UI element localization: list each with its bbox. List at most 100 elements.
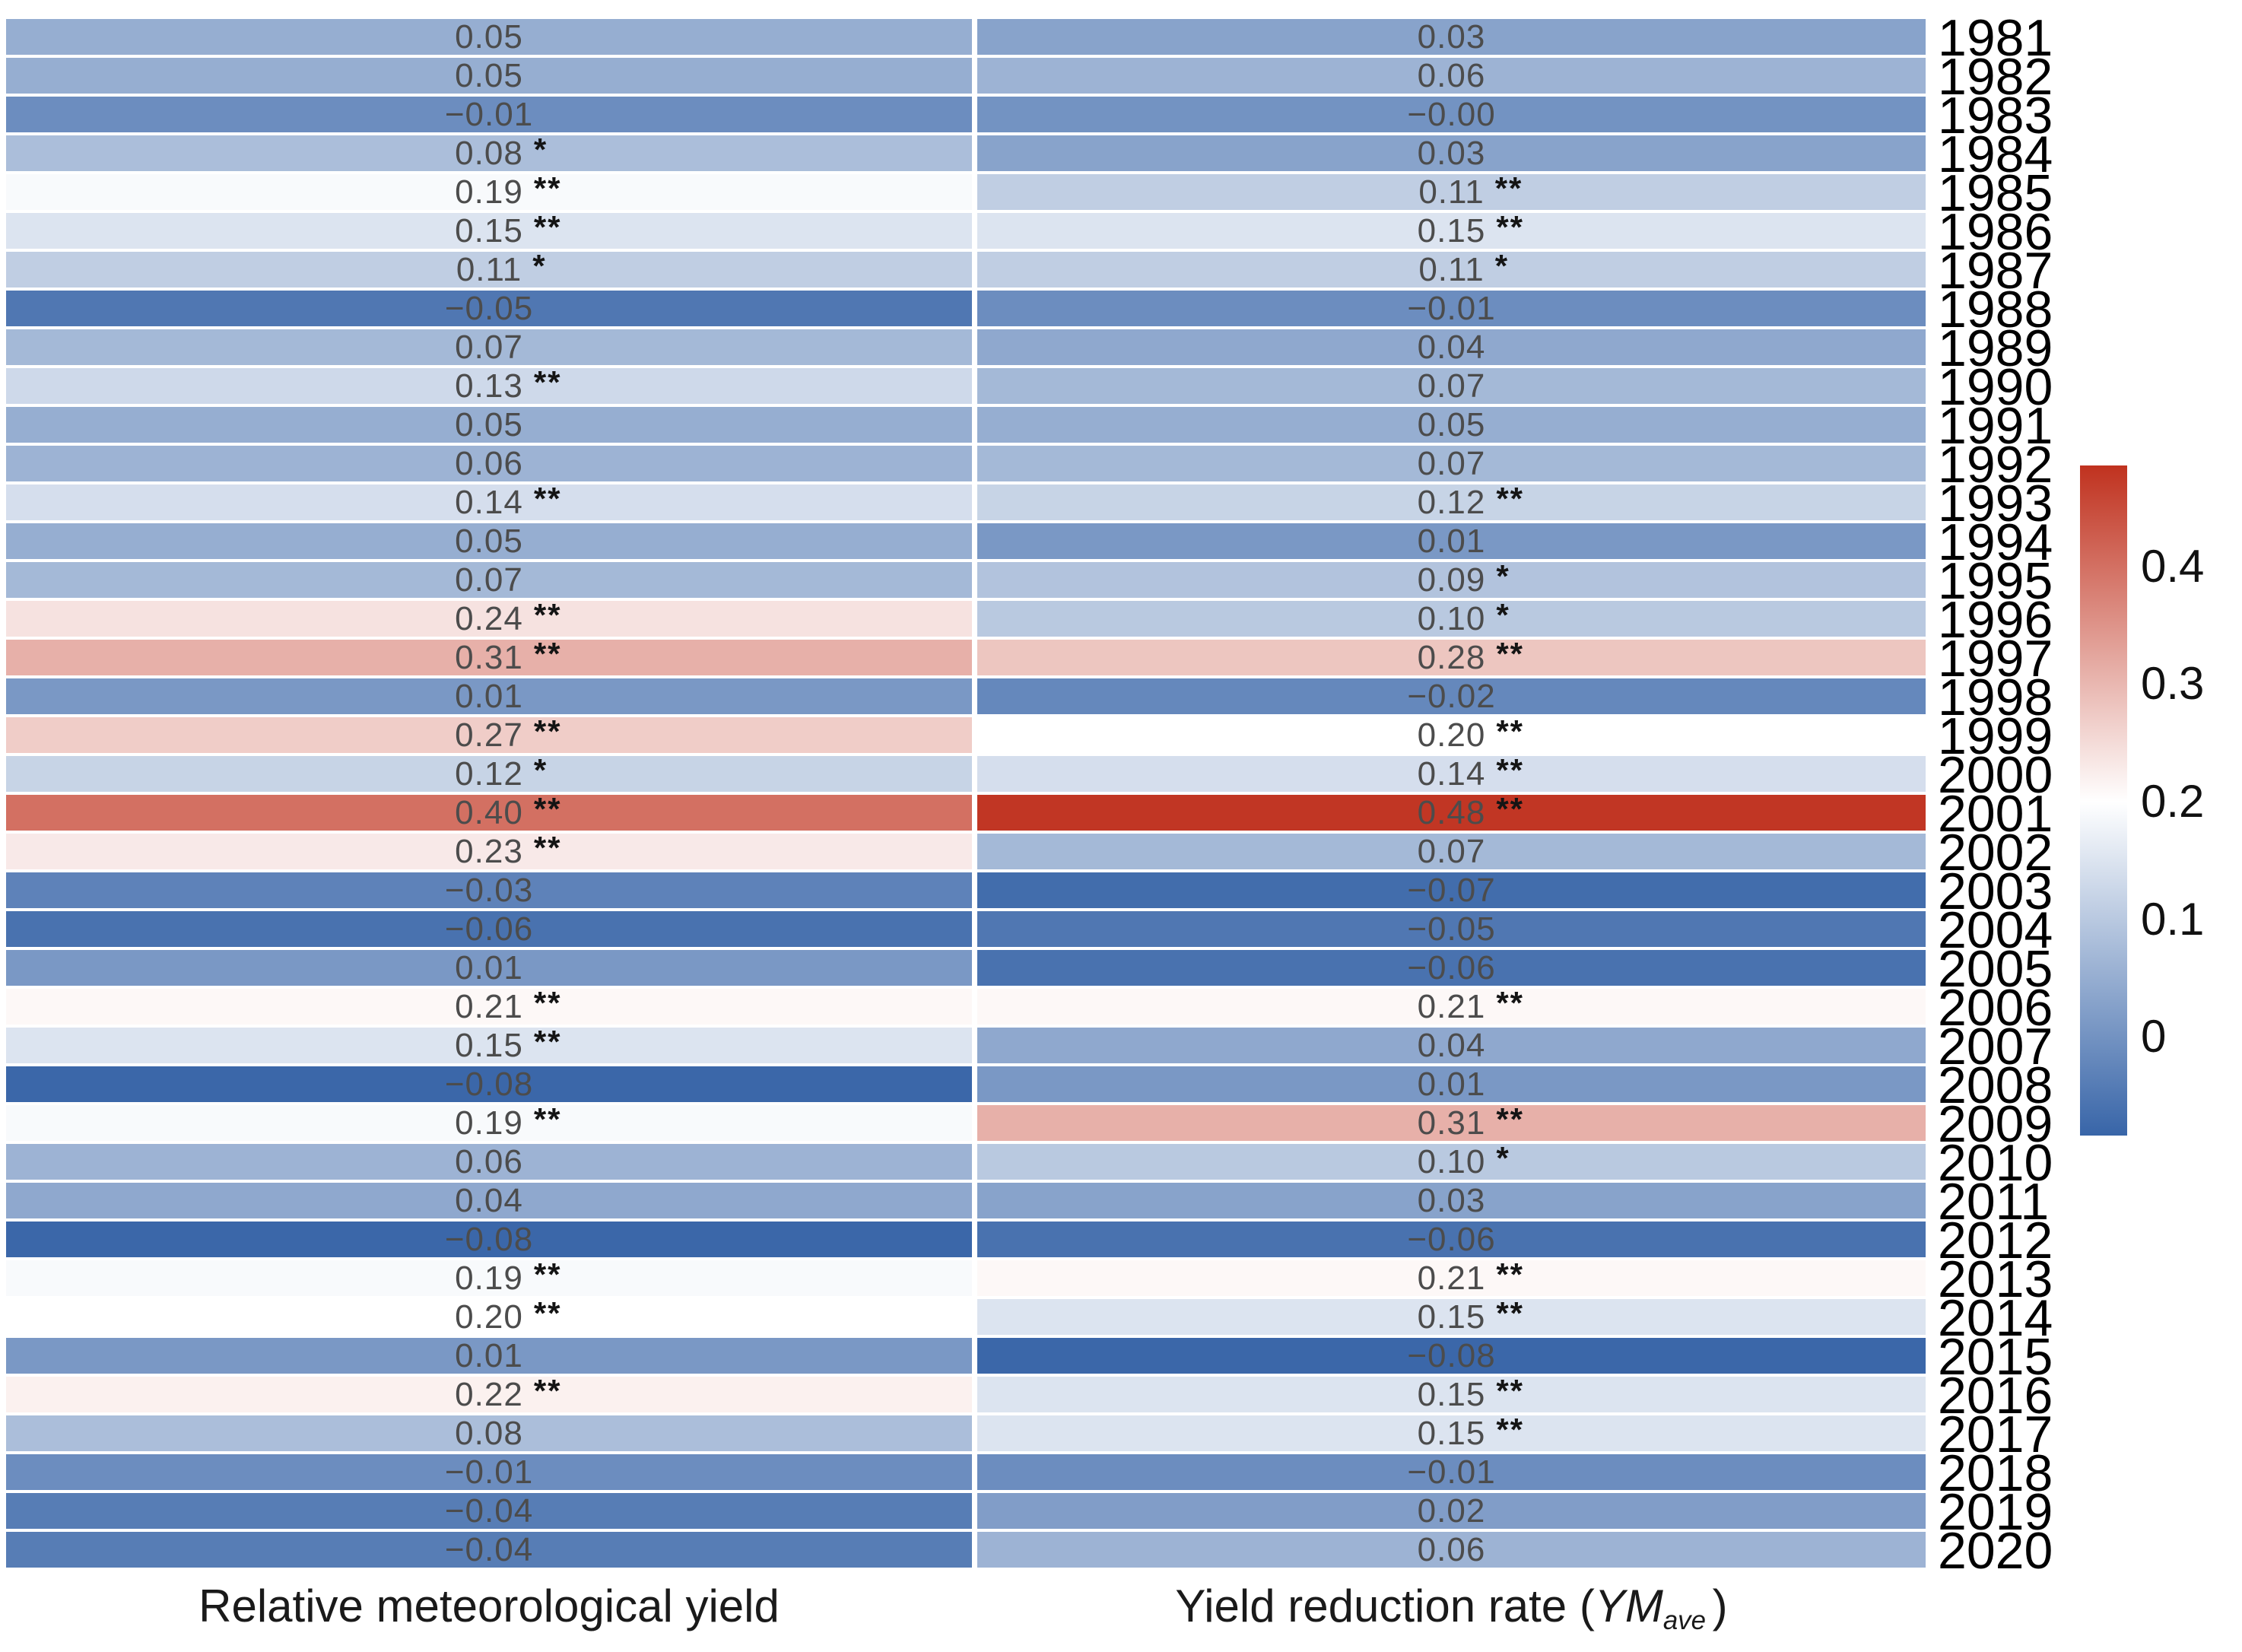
cell-value-wrap: 0.03: [1418, 1183, 1486, 1218]
cell-right-1997: 0.28 **: [977, 636, 1926, 675]
significance-marker: **: [533, 1373, 562, 1409]
cell-right-2010: 0.10 *: [977, 1140, 1926, 1180]
cell-value: 0.01: [1417, 523, 1486, 560]
heatmap-column-relative-meteorological-yield: 0.05 0.05 −0.01 0.08 * 0.19 ** 0.15 ** 0.11 * −0.05…: [6, 19, 972, 1568]
cell-value: 0.08: [455, 135, 523, 172]
cell-value-wrap: 0.01: [455, 1338, 523, 1374]
cell-value-wrap: 0.01: [1418, 1066, 1486, 1102]
cell-left-2008: −0.08: [6, 1066, 972, 1102]
cell-value-wrap: 0.05: [455, 523, 523, 559]
cell-value: 0.03: [1417, 135, 1486, 172]
cell-value-wrap: 0.04: [1418, 1028, 1486, 1063]
cell-right-2000: 0.14 **: [977, 752, 1926, 793]
cell-value-wrap: −0.04: [445, 1493, 533, 1529]
year-label-1998: 1998: [1938, 669, 2053, 726]
cell-right-2020: 0.06: [977, 1532, 1926, 1568]
cell-value-wrap: 0.20 **: [455, 1295, 560, 1335]
cell-value-wrap: 0.19 **: [455, 1256, 560, 1296]
cell-right-2017: 0.15 **: [977, 1412, 1926, 1452]
cell-value-wrap: −0.02: [1407, 678, 1495, 714]
cell-left-1995: 0.07: [6, 562, 972, 598]
year-label-1990: 1990: [1938, 358, 2053, 416]
significance-marker: *: [533, 752, 548, 788]
cell-left-2009: 0.19 **: [6, 1101, 972, 1141]
cell-right-2005: −0.06: [977, 950, 1926, 986]
significance-marker: **: [1496, 791, 1525, 827]
year-label-1981: 1981: [1938, 9, 2053, 67]
cell-right-1985: 0.11 **: [977, 170, 1926, 210]
cell-left-2001: 0.40 **: [6, 791, 972, 831]
cell-value-wrap: 0.06: [1418, 1532, 1486, 1568]
cell-right-1986: 0.15 **: [977, 209, 1926, 249]
year-label-1992: 1992: [1938, 436, 2053, 494]
cell-value: 0.21: [455, 988, 523, 1025]
year-label-1986: 1986: [1938, 203, 2053, 261]
cell-right-2013: 0.21 **: [977, 1256, 1926, 1296]
significance-marker: **: [1496, 752, 1525, 788]
cell-value: 0.31: [455, 639, 523, 676]
heatmap-column-yield-reduction-rate: 0.03 0.06 −0.00 0.03 0.11 ** 0.15 ** 0.11 * −0.01 0…: [977, 19, 1926, 1568]
year-label-1983: 1983: [1938, 87, 2053, 145]
significance-marker: **: [1496, 985, 1525, 1021]
significance-marker: **: [1496, 1373, 1525, 1409]
cell-value-wrap: 0.21 **: [1418, 985, 1523, 1025]
cell-right-1991: 0.05: [977, 407, 1926, 443]
cell-value: −0.04: [444, 1531, 534, 1568]
significance-marker: *: [1496, 597, 1510, 633]
cell-right-1984: 0.03: [977, 135, 1926, 171]
cell-right-1994: 0.01: [977, 523, 1926, 559]
cell-right-2014: 0.15 **: [977, 1295, 1926, 1335]
cell-left-2017: 0.08: [6, 1415, 972, 1451]
cell-value-wrap: −0.07: [1407, 872, 1495, 908]
cell-value: 0.01: [455, 949, 523, 986]
colorbar-tick-0.4: 0.4: [2141, 540, 2205, 592]
cell-value: 0.15: [1417, 1415, 1486, 1452]
cell-right-1993: 0.12 **: [977, 481, 1926, 521]
cell-left-2019: −0.04: [6, 1493, 972, 1529]
cell-value: 0.48: [1417, 794, 1486, 831]
cell-value-wrap: 0.05: [455, 19, 523, 55]
colorbar-tick-0.1: 0.1: [2141, 893, 2205, 945]
cell-value: 0.04: [455, 1182, 523, 1219]
cell-right-2009: 0.31 **: [977, 1101, 1926, 1141]
cell-right-2015: −0.08: [977, 1338, 1926, 1374]
cell-right-1989: 0.04: [977, 329, 1926, 365]
cell-value: 0.15: [1417, 212, 1486, 249]
cell-left-2016: 0.22 **: [6, 1373, 972, 1412]
cell-value-wrap: 0.09 *: [1418, 558, 1509, 598]
cell-right-1999: 0.20 **: [977, 713, 1926, 753]
cell-right-2007: 0.04: [977, 1028, 1926, 1063]
year-label-2008: 2008: [1938, 1056, 2053, 1114]
cell-value-wrap: 0.22 **: [455, 1373, 560, 1412]
significance-marker: **: [1496, 1256, 1525, 1292]
cell-value: 0.14: [1417, 755, 1486, 793]
cell-left-1984: 0.08 *: [6, 132, 972, 172]
cell-value-wrap: 0.19 **: [455, 1101, 560, 1141]
cell-value-wrap: −0.01: [1407, 291, 1495, 326]
cell-value-wrap: 0.06: [455, 446, 523, 481]
cell-value: 0.05: [455, 18, 523, 56]
significance-marker: **: [533, 985, 562, 1021]
colorbar-tick-labels: 0.4 0.3 0.2 0.1 0: [2141, 0, 2240, 1652]
cell-right-1983: −0.00: [977, 97, 1926, 132]
significance-marker: **: [533, 830, 562, 866]
cell-value: 0.40: [455, 794, 523, 831]
cell-right-2011: 0.03: [977, 1183, 1926, 1218]
cell-value-wrap: 0.13 **: [455, 364, 560, 404]
cell-value: −0.01: [444, 1453, 534, 1491]
cell-right-1996: 0.10 *: [977, 597, 1926, 637]
cell-left-2014: 0.20 **: [6, 1295, 972, 1335]
year-label-2016: 2016: [1938, 1367, 2053, 1425]
cell-value-wrap: −0.03: [445, 872, 533, 908]
cell-value: −0.01: [444, 96, 534, 133]
year-label-2019: 2019: [1938, 1483, 2053, 1541]
cell-value: 0.12: [1417, 484, 1486, 521]
cell-value-wrap: 0.28 **: [1418, 636, 1523, 675]
cell-value: 0.10: [1417, 600, 1486, 637]
year-label-1985: 1985: [1938, 164, 2053, 222]
cell-value: 0.01: [455, 678, 523, 715]
cell-value-wrap: 0.06: [455, 1144, 523, 1180]
significance-marker: **: [533, 364, 562, 400]
cell-value: 0.14: [455, 484, 523, 521]
year-label-2020: 2020: [1938, 1522, 2053, 1580]
